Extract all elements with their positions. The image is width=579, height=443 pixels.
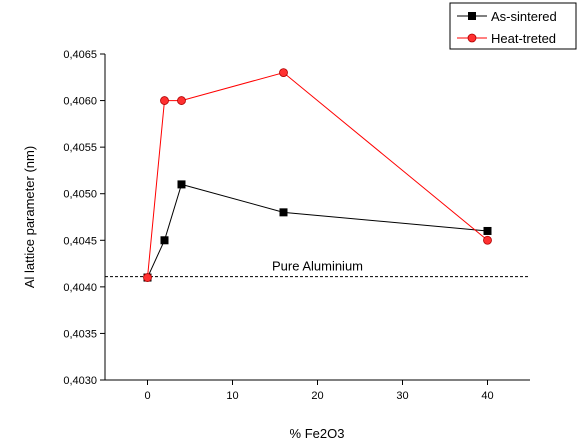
x-tick-label: 30 <box>396 390 408 402</box>
y-tick-label: 0,4055 <box>63 142 97 154</box>
legend: As-sintered Heat-treted <box>449 2 577 50</box>
point-heat-treted <box>177 96 186 105</box>
y-tick-label: 0,4065 <box>63 49 97 61</box>
legend-label-heat-treted: Heat-treted <box>491 31 556 46</box>
point-as-sintered <box>483 226 492 235</box>
x-tick-label: 10 <box>226 390 238 402</box>
legend-marker-heat-treted <box>467 33 477 43</box>
y-tick-label: 0,4035 <box>63 328 97 340</box>
point-as-sintered <box>279 208 288 217</box>
series-line-heat-treted <box>147 72 488 278</box>
x-tick-label: 20 <box>311 390 323 402</box>
legend-marker-as-sintered <box>468 12 476 20</box>
y-tick-label: 0,4045 <box>63 235 97 247</box>
point-heat-treted <box>160 96 169 105</box>
x-ticks: 0 10 20 30 40 <box>144 380 494 402</box>
reference-line-label: Pure Aluminium <box>272 259 363 274</box>
series-layer <box>143 68 492 282</box>
point-as-sintered <box>177 180 186 189</box>
point-heat-treted <box>143 273 152 282</box>
x-tick-label: 40 <box>481 390 493 402</box>
x-axis-title: % Fe2O3 <box>290 426 345 441</box>
y-axis-title: Al lattice parameter (nm) <box>22 146 37 288</box>
x-tick-label: 0 <box>144 390 150 402</box>
y-tick-label: 0,4030 <box>63 375 97 387</box>
point-heat-treted <box>483 235 492 245</box>
legend-label-as-sintered: As-sintered <box>491 9 557 24</box>
y-tick-label: 0,4050 <box>63 189 97 201</box>
y-ticks: 0,4030 0,4035 0,4040 0,4045 0,4050 0,4055 0,40… <box>63 49 105 387</box>
point-heat-treted <box>279 68 288 78</box>
y-tick-label: 0,4040 <box>63 282 97 294</box>
y-tick-label: 0,4060 <box>63 96 97 108</box>
point-as-sintered <box>160 236 169 245</box>
